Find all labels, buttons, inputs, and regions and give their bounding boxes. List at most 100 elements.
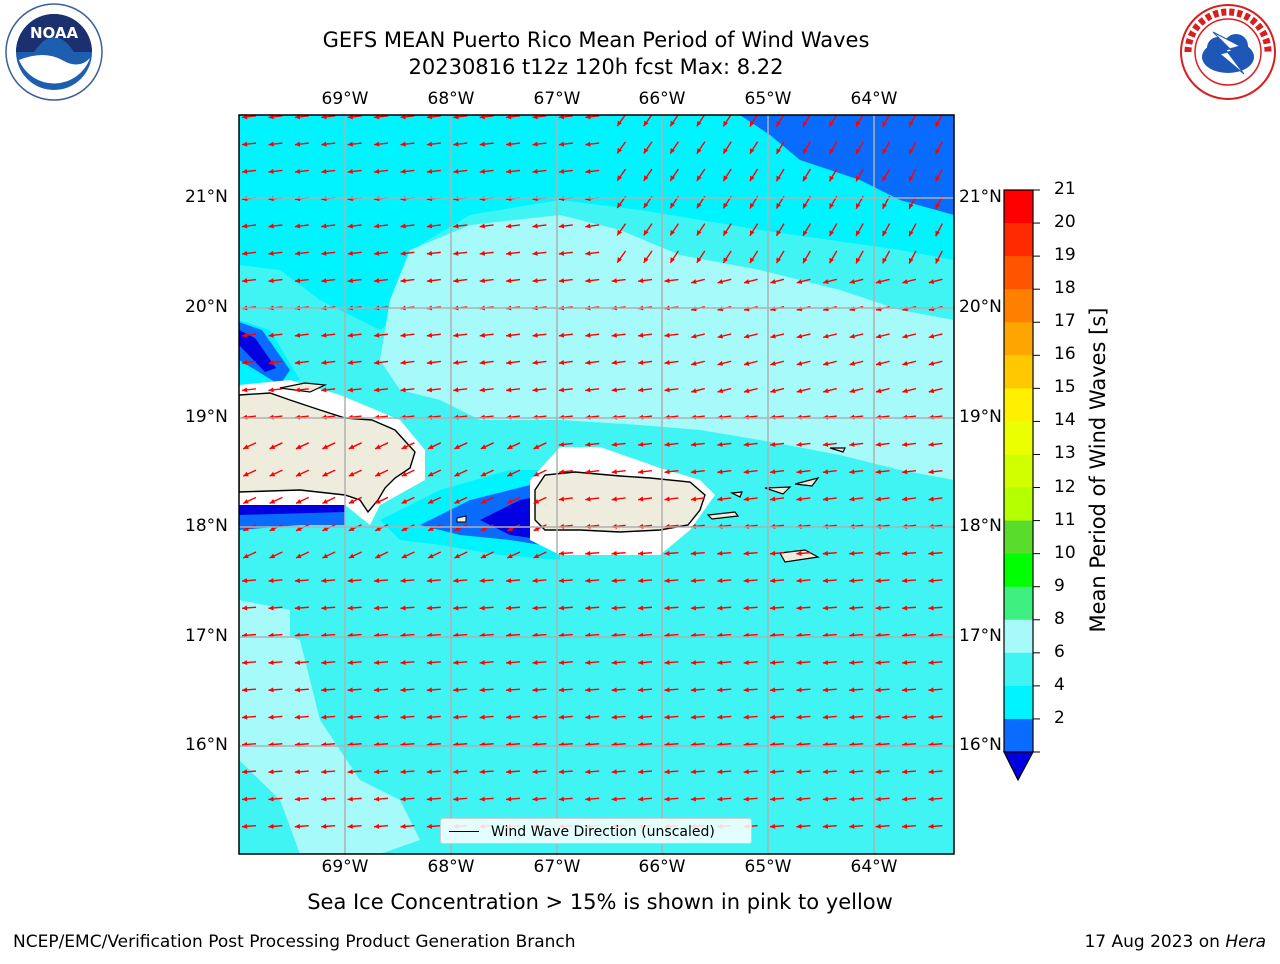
wind-wave-arrow	[373, 660, 389, 666]
wind-wave-arrow	[401, 551, 415, 559]
wind-wave-arrow	[928, 687, 943, 693]
wind-wave-arrow	[400, 660, 415, 666]
wind-wave-arrow	[400, 223, 415, 229]
wind-wave-arrow	[722, 223, 732, 237]
wind-wave-arrow	[532, 796, 547, 802]
wind-wave-arrow	[908, 250, 917, 264]
wind-wave-arrow	[664, 550, 679, 556]
wind-wave-arrow	[480, 469, 494, 477]
wind-wave-arrow	[453, 223, 468, 229]
lon-label-bottom-68w: 68°W	[427, 857, 475, 877]
wind-wave-arrow	[796, 687, 811, 693]
wind-wave-arrow	[479, 250, 494, 256]
wind-wave-arrow	[347, 714, 362, 720]
wind-wave-arrow	[347, 141, 362, 147]
wind-wave-arrow	[849, 796, 864, 802]
wind-wave-arrow	[321, 823, 336, 829]
wind-wave-arrow	[294, 387, 309, 393]
wind-wave-arrow	[400, 360, 415, 366]
wind-wave-arrow	[348, 551, 362, 559]
wind-wave-arrow	[796, 278, 811, 284]
wind-wave-arrow	[690, 796, 705, 802]
wind-wave-arrow	[558, 278, 573, 284]
vieques-island	[706, 511, 740, 520]
wind-wave-arrow	[875, 796, 890, 802]
wind-wave-arrow	[241, 714, 257, 720]
wind-wave-arrow	[669, 115, 679, 127]
wind-wave-arrow	[823, 360, 837, 366]
wind-wave-arrow	[928, 823, 943, 829]
wind-wave-arrow	[242, 387, 257, 393]
wind-wave-arrow	[669, 250, 679, 264]
wind-wave-arrow	[664, 605, 679, 611]
wind-wave-arrow	[908, 141, 917, 155]
wind-wave-arrow	[769, 714, 785, 720]
wind-wave-arrow	[585, 605, 600, 611]
wind-wave-arrow	[928, 496, 943, 502]
virgin-islands-1	[729, 491, 743, 498]
wind-wave-arrow	[901, 605, 917, 611]
wind-wave-arrow	[616, 168, 627, 182]
wind-wave-arrow	[769, 796, 785, 802]
wind-wave-arrow	[400, 387, 415, 393]
colorbar-tick-label: 11	[1054, 509, 1076, 530]
wind-wave-arrow	[400, 141, 415, 147]
wind-wave-arrow	[241, 796, 257, 802]
wind-wave-arrow	[585, 578, 600, 584]
wind-wave-arrow	[294, 223, 309, 229]
wind-wave-arrow	[558, 550, 573, 556]
wind-wave-arrow	[347, 605, 362, 611]
wind-wave-arrow	[849, 496, 864, 502]
wind-wave-arrow	[717, 550, 732, 556]
wind-wave-arrow	[505, 714, 521, 720]
wind-wave-arrow	[269, 496, 283, 505]
wind-wave-arrow	[928, 578, 943, 584]
wind-wave-arrow	[928, 469, 943, 475]
wind-wave-arrow	[321, 796, 336, 802]
wind-wave-arrow	[691, 360, 705, 366]
wind-wave-arrow	[268, 387, 283, 393]
wind-wave-arrow	[643, 250, 653, 264]
ocean-2-4-northeast	[740, 115, 954, 215]
wind-wave-arrow	[823, 387, 837, 394]
wind-wave-arrow	[426, 660, 441, 666]
colorbar-tick-label: 17	[1054, 311, 1076, 332]
wind-wave-arrow	[638, 387, 653, 393]
wind-wave-arrow	[802, 141, 812, 155]
wind-wave-arrow	[454, 551, 468, 559]
wind-wave-arrow	[322, 442, 336, 450]
wind-wave-arrow	[928, 333, 943, 339]
wind-wave-arrow	[611, 360, 626, 366]
wind-wave-arrow	[690, 441, 705, 447]
colorbar-segment	[1004, 520, 1033, 555]
wind-wave-arrow	[268, 278, 283, 284]
wind-wave-arrow	[717, 496, 732, 502]
wind-wave-arrow	[479, 115, 494, 120]
wind-wave-arrow	[347, 387, 362, 393]
wind-wave-arrow	[770, 333, 785, 339]
wind-wave-arrow	[321, 360, 336, 366]
wind-wave-arrow	[558, 660, 573, 666]
wind-wave-arrow	[242, 141, 257, 147]
wind-wave-arrow	[849, 360, 864, 366]
nws-logo	[1178, 2, 1278, 102]
wind-wave-arrow	[875, 660, 890, 666]
wind-wave-arrow	[505, 660, 521, 666]
wind-wave-arrow	[585, 441, 600, 447]
wind-wave-arrow	[479, 168, 494, 174]
wind-wave-arrow	[269, 442, 283, 450]
wind-wave-arrow	[268, 578, 283, 584]
wind-wave-arrow	[426, 360, 441, 366]
wind-wave-arrow	[374, 496, 389, 505]
colorbar-segment	[1004, 718, 1033, 753]
wind-wave-arrow	[347, 769, 362, 775]
wind-wave-arrow	[637, 796, 653, 802]
wind-wave-arrow	[908, 115, 917, 128]
wind-wave-arrow	[506, 551, 521, 559]
wind-wave-arrow	[321, 687, 336, 693]
wind-wave-arrow	[935, 250, 944, 264]
wind-wave-arrow	[749, 250, 759, 264]
wind-wave-arrow	[532, 250, 547, 256]
wind-wave-arrow	[696, 250, 706, 264]
lat-label-right-17n: 17°N	[959, 626, 1002, 646]
